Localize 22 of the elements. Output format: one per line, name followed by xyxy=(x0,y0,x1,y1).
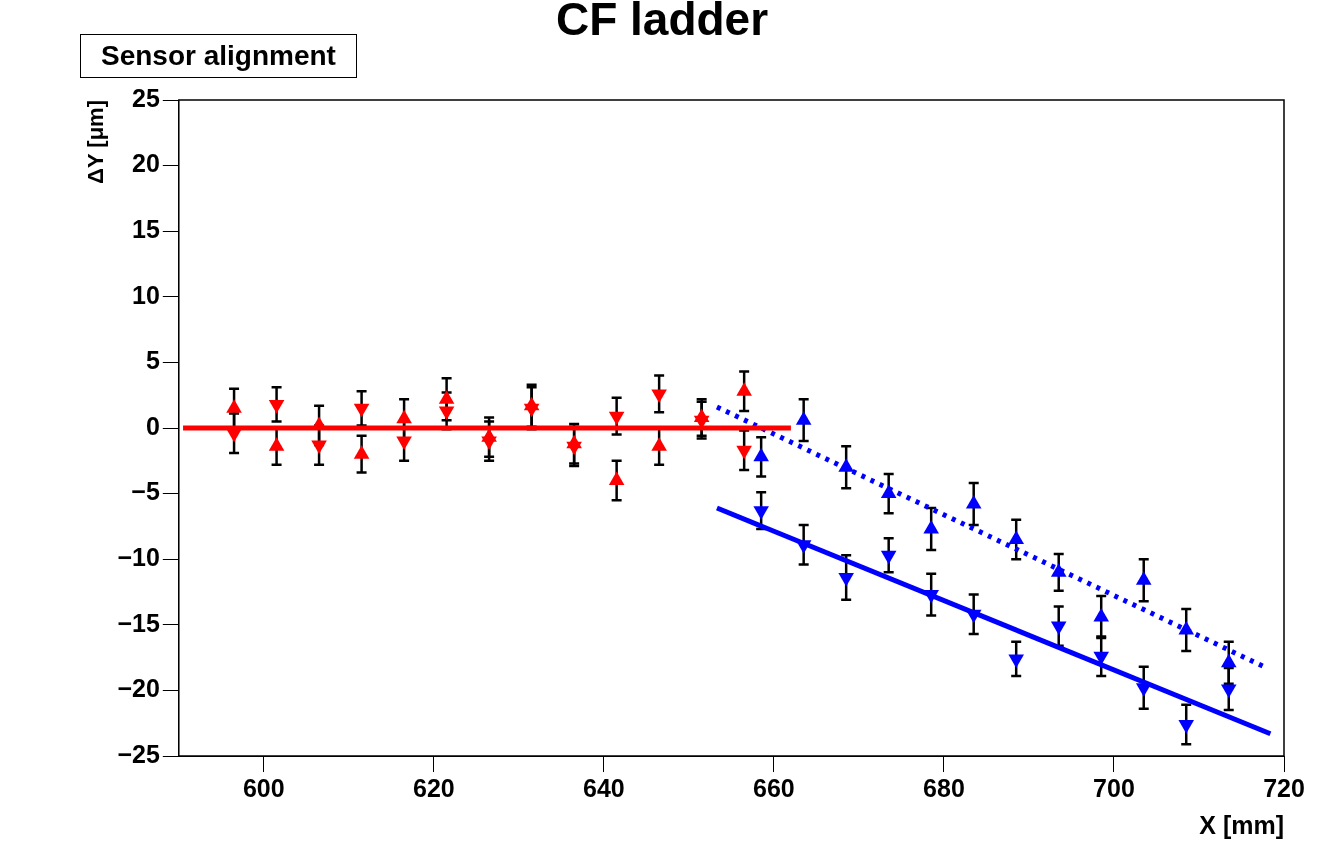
y-tick-label: 5 xyxy=(145,346,160,375)
y-tick-label: −20 xyxy=(117,674,160,703)
x-tick-label: 720 xyxy=(1263,773,1305,802)
x-tick-label: 700 xyxy=(1093,773,1135,802)
y-tick-label: −25 xyxy=(117,739,160,768)
chart-subtitle: Sensor alignment xyxy=(80,34,357,78)
chart-title: CF ladder xyxy=(555,0,769,45)
x-tick-label: 600 xyxy=(242,773,285,802)
x-axis-title: X [mm] xyxy=(1199,810,1284,839)
y-tick-label: −10 xyxy=(117,543,160,572)
y-tick-label: 20 xyxy=(131,149,160,178)
y-tick-label: −5 xyxy=(131,477,160,506)
y-tick-label: −15 xyxy=(117,608,160,637)
x-tick-label: 620 xyxy=(412,773,455,802)
y-tick-label: 0 xyxy=(145,411,160,440)
y-tick-label: 10 xyxy=(131,280,160,309)
x-tick-label: 660 xyxy=(753,773,795,802)
y-tick-label: 15 xyxy=(131,215,160,244)
y-tick-label: 25 xyxy=(131,83,160,112)
x-tick-label: 640 xyxy=(583,773,625,802)
y-axis-title: ΔY [μm] xyxy=(83,100,109,184)
x-tick-label: 680 xyxy=(923,773,965,802)
